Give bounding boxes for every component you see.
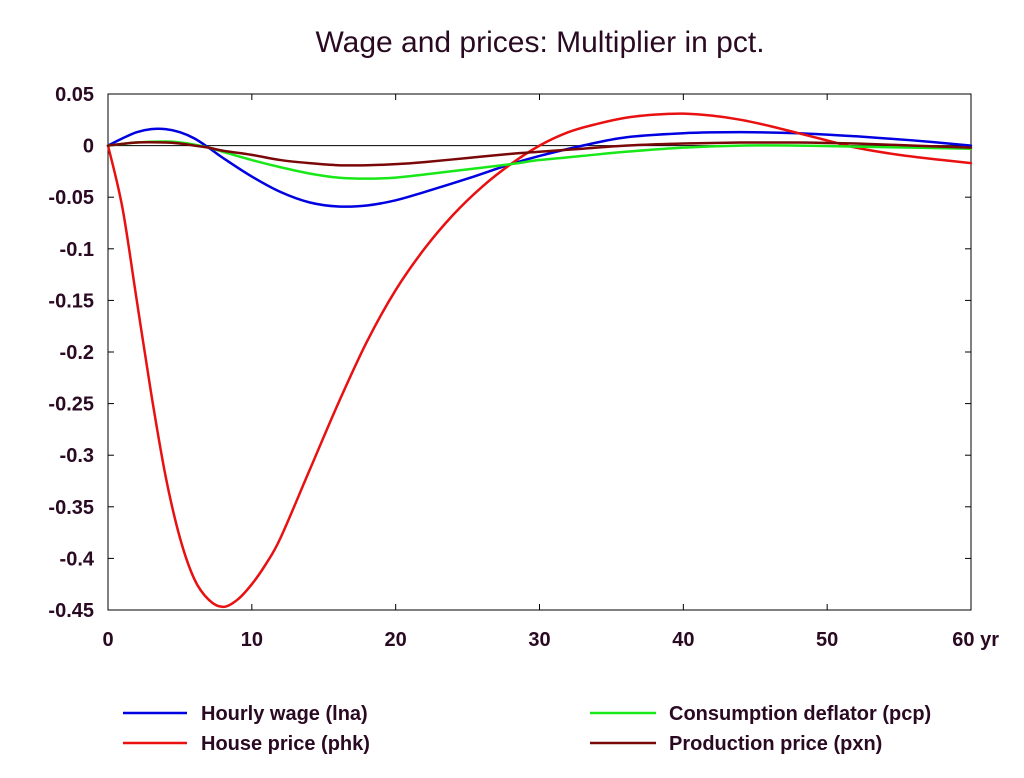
x-tick-label: 30: [528, 629, 550, 651]
legend-label-production-price: Production price (pxn): [669, 733, 882, 755]
x-tick-label: 40: [672, 629, 694, 651]
y-tick-label: -0.4: [60, 548, 95, 570]
x-axis: 0 10 20 30 40 50 60 yr: [102, 94, 999, 651]
y-tick-label: -0.15: [48, 290, 94, 312]
y-tick-label: -0.1: [60, 239, 94, 261]
y-tick-label: -0.3: [60, 445, 94, 467]
series-lines: [106, 112, 973, 609]
y-tick-label: -0.35: [48, 497, 94, 519]
series-line-hourly-wage: [106, 127, 973, 208]
legend-label-house-price: House price (phk): [201, 733, 370, 755]
y-tick-label: 0: [83, 136, 94, 158]
series-line-consumption-deflator: [106, 140, 973, 180]
x-tick-label: 60 yr: [952, 629, 999, 651]
y-tick-label: -0.2: [60, 342, 94, 364]
y-tick-label: -0.05: [48, 187, 94, 209]
series-line-production-price: [106, 140, 973, 167]
plot-frame: [107, 93, 972, 611]
x-tick-label: 0: [102, 629, 113, 651]
x-tick-label: 50: [816, 629, 838, 651]
chart-title: Wage and prices: Multiplier in pct.: [315, 26, 764, 59]
y-tick-label: -0.45: [48, 600, 94, 622]
y-tick-label: 0.05: [55, 84, 94, 106]
legend-label-hourly-wage: Hourly wage (lna): [201, 703, 368, 725]
x-tick-label: 20: [385, 629, 407, 651]
y-axis: 0.05 0 -0.05 -0.1 -0.15 -0.2 -0.25 -0.3 -0.35 -0.…: [48, 84, 971, 622]
y-tick-label: -0.25: [48, 394, 94, 416]
legend: Hourly wage (lna) House price (phk) Consum…: [123, 703, 931, 755]
x-tick-label: 10: [241, 629, 263, 651]
series-line-house-price: [106, 112, 973, 609]
legend-label-consumption-deflator: Consumption deflator (pcp): [669, 703, 931, 725]
